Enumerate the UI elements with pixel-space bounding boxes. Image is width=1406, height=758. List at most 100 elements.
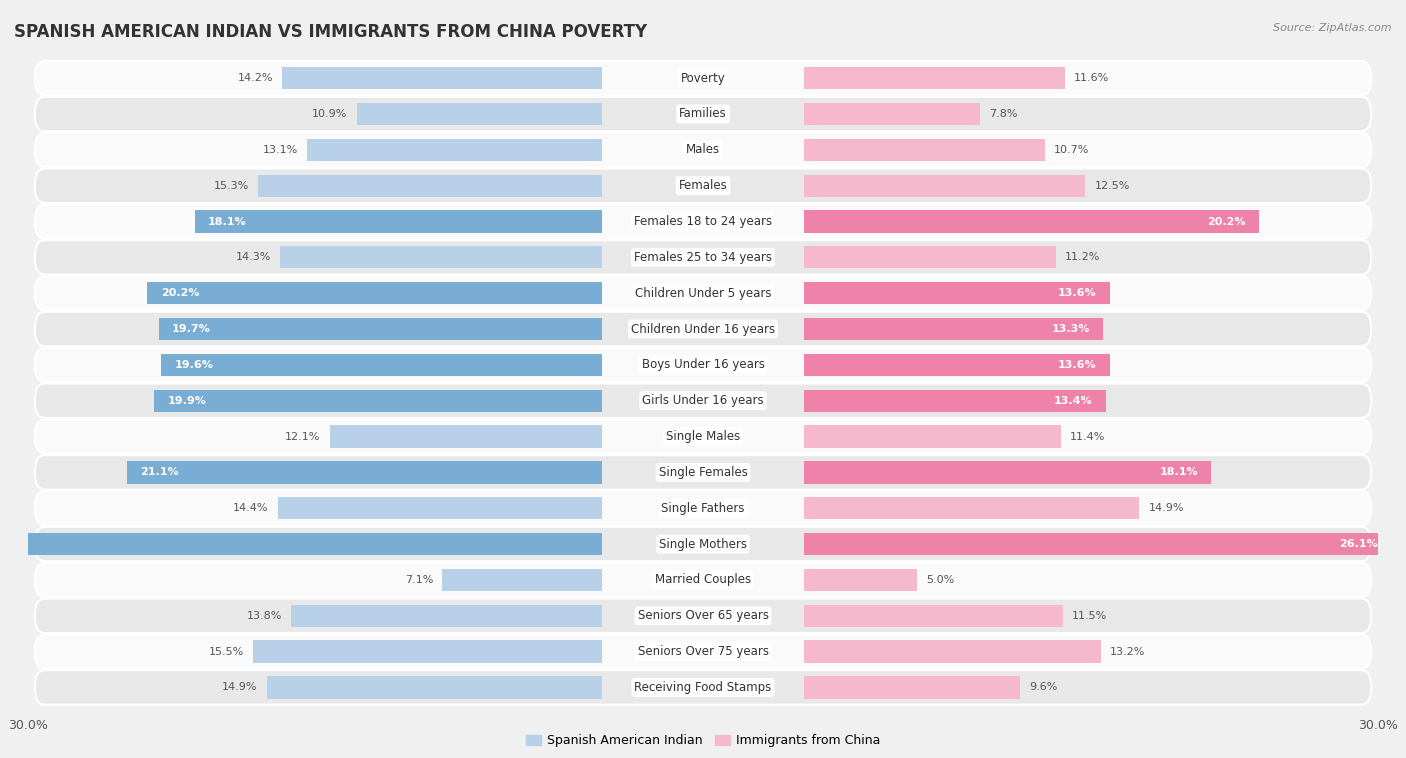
FancyBboxPatch shape [35,491,1371,525]
Bar [0,533,602,555]
FancyBboxPatch shape [35,61,1371,96]
FancyBboxPatch shape [35,168,1371,203]
Bar [257,174,602,197]
Bar [804,390,1105,412]
Text: 20.2%: 20.2% [1206,217,1246,227]
Bar [148,282,602,304]
Bar [280,246,602,268]
Text: 7.8%: 7.8% [988,109,1017,119]
Bar [283,67,602,89]
Text: 19.9%: 19.9% [167,396,207,406]
Bar [155,390,602,412]
Text: Single Females: Single Females [658,466,748,479]
Text: 11.6%: 11.6% [1074,74,1109,83]
Bar [159,318,602,340]
Bar [804,676,1021,699]
FancyBboxPatch shape [35,599,1371,633]
Text: 14.9%: 14.9% [1149,503,1184,513]
Bar [804,462,1212,484]
Text: 15.5%: 15.5% [209,647,245,656]
Text: 15.3%: 15.3% [214,180,249,191]
Bar [804,67,1066,89]
Legend: Spanish American Indian, Immigrants from China: Spanish American Indian, Immigrants from… [520,729,886,753]
Text: 10.9%: 10.9% [312,109,347,119]
Text: Boys Under 16 years: Boys Under 16 years [641,359,765,371]
Bar [441,568,602,591]
Bar [804,641,1101,662]
Text: 14.3%: 14.3% [236,252,271,262]
Text: 20.2%: 20.2% [160,288,200,298]
Text: 13.4%: 13.4% [1053,396,1092,406]
Bar [253,641,602,662]
Text: Children Under 16 years: Children Under 16 years [631,323,775,336]
Bar [307,139,602,161]
Text: Females 25 to 34 years: Females 25 to 34 years [634,251,772,264]
Text: 13.1%: 13.1% [263,145,298,155]
Bar [278,497,602,519]
Bar [804,282,1111,304]
Bar [804,174,1085,197]
Bar [160,354,602,376]
Text: 9.6%: 9.6% [1029,682,1057,692]
Bar [804,568,917,591]
Text: 14.4%: 14.4% [233,503,269,513]
Text: Seniors Over 75 years: Seniors Over 75 years [637,645,769,658]
Text: 14.9%: 14.9% [222,682,257,692]
Text: Single Males: Single Males [666,430,740,443]
Bar [804,425,1060,448]
FancyBboxPatch shape [35,384,1371,418]
Text: 13.2%: 13.2% [1111,647,1146,656]
FancyBboxPatch shape [35,312,1371,346]
Text: 11.2%: 11.2% [1066,252,1101,262]
Bar [804,139,1045,161]
FancyBboxPatch shape [35,456,1371,490]
Bar [804,246,1056,268]
Text: Receiving Food Stamps: Receiving Food Stamps [634,681,772,694]
Text: Single Fathers: Single Fathers [661,502,745,515]
Bar [357,103,602,125]
Text: 18.1%: 18.1% [208,217,246,227]
Text: 19.7%: 19.7% [172,324,211,334]
Text: 13.3%: 13.3% [1052,324,1090,334]
FancyBboxPatch shape [35,562,1371,597]
Text: Married Couples: Married Couples [655,573,751,587]
Bar [804,211,1258,233]
Bar [194,211,602,233]
Text: 26.1%: 26.1% [1339,539,1378,549]
Bar [267,676,602,699]
Text: 7.1%: 7.1% [405,575,433,585]
Text: Children Under 5 years: Children Under 5 years [634,287,772,299]
Text: Single Mothers: Single Mothers [659,537,747,550]
Text: 13.6%: 13.6% [1059,288,1097,298]
Text: 11.5%: 11.5% [1071,611,1107,621]
Text: 10.7%: 10.7% [1054,145,1090,155]
Text: Seniors Over 65 years: Seniors Over 65 years [637,609,769,622]
Text: 14.2%: 14.2% [238,74,273,83]
FancyBboxPatch shape [35,670,1371,705]
FancyBboxPatch shape [35,634,1371,669]
Text: Females 18 to 24 years: Females 18 to 24 years [634,215,772,228]
Text: Girls Under 16 years: Girls Under 16 years [643,394,763,407]
Text: 13.8%: 13.8% [247,611,283,621]
Text: 18.1%: 18.1% [1160,468,1198,478]
Bar [804,497,1139,519]
Text: 13.6%: 13.6% [1059,360,1097,370]
Bar [804,533,1392,555]
FancyBboxPatch shape [35,133,1371,167]
Text: SPANISH AMERICAN INDIAN VS IMMIGRANTS FROM CHINA POVERTY: SPANISH AMERICAN INDIAN VS IMMIGRANTS FR… [14,23,647,41]
Bar [804,318,1104,340]
Text: Females: Females [679,179,727,193]
Bar [127,462,602,484]
Text: Poverty: Poverty [681,72,725,85]
FancyBboxPatch shape [35,419,1371,454]
Bar [804,605,1063,627]
Text: 12.1%: 12.1% [285,431,321,442]
FancyBboxPatch shape [35,205,1371,239]
Text: 19.6%: 19.6% [174,360,214,370]
Text: 12.5%: 12.5% [1094,180,1130,191]
Text: Males: Males [686,143,720,156]
Text: Families: Families [679,108,727,121]
Bar [291,605,602,627]
Bar [804,354,1111,376]
FancyBboxPatch shape [35,527,1371,561]
